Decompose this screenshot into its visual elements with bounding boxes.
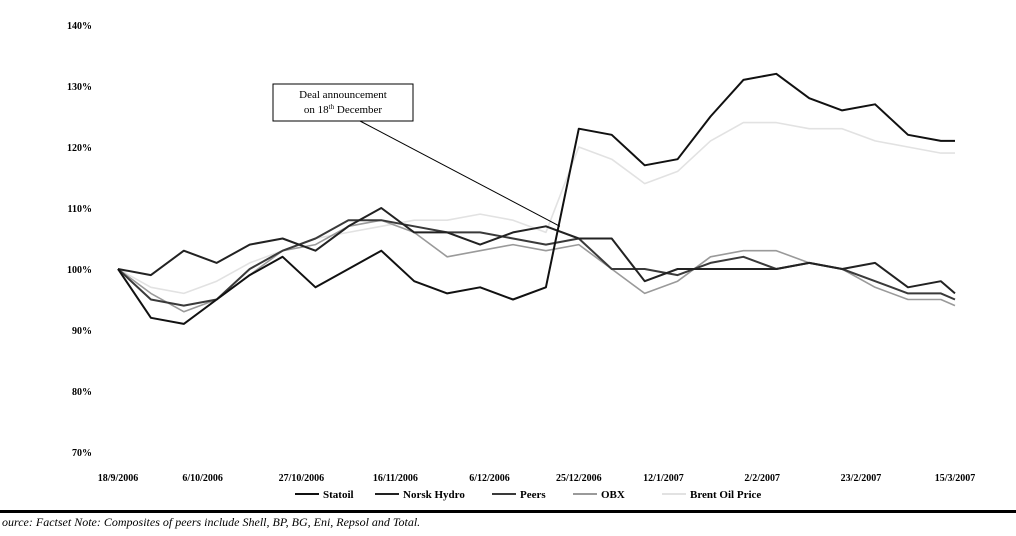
legend-label: Brent Oil Price bbox=[690, 489, 761, 501]
series-line-brent-oil-price bbox=[117, 121, 955, 295]
x-tick-label: 16/11/2006 bbox=[373, 473, 418, 484]
x-tick-label: 6/10/2006 bbox=[182, 473, 223, 484]
y-tick-label: 100% bbox=[67, 265, 92, 276]
y-tick-label: 110% bbox=[68, 204, 92, 215]
legend-label: Norsk Hydro bbox=[403, 489, 465, 501]
annotation-text-line2: on 18th December bbox=[304, 103, 382, 116]
x-tick-label: 2/2/2007 bbox=[744, 473, 780, 484]
x-axis-labels: 18/9/2006 6/10/2006 27/10/2006 16/11/2006 6/… bbox=[98, 473, 976, 484]
legend-label: OBX bbox=[601, 489, 625, 501]
y-tick-label: 70% bbox=[72, 448, 92, 459]
y-tick-label: 90% bbox=[72, 326, 92, 337]
x-tick-label: 6/12/2006 bbox=[469, 473, 510, 484]
x-tick-label: 27/10/2006 bbox=[279, 473, 325, 484]
x-tick-label: 23/2/2007 bbox=[841, 473, 882, 484]
legend-label: Statoil bbox=[323, 489, 354, 501]
series-line-statoil bbox=[117, 72, 955, 325]
x-tick-label: 12/1/2007 bbox=[643, 473, 684, 484]
legend: Statoil Norsk Hydro Peers OBX Brent Oil Pric… bbox=[295, 489, 761, 501]
series-lines bbox=[117, 72, 956, 325]
source-note: ource: Factset Note: Composites of peers… bbox=[2, 515, 421, 529]
y-tick-label: 120% bbox=[67, 143, 92, 154]
x-tick-label: 15/3/2007 bbox=[935, 473, 976, 484]
annotation-leader-line bbox=[359, 120, 561, 227]
line-chart: 140% 130% 120% 110% 100% 90% 80% 70% 18/9/2006 6… bbox=[67, 21, 976, 501]
x-tick-label: 18/9/2006 bbox=[98, 473, 139, 484]
x-tick-label: 25/12/2006 bbox=[556, 473, 602, 484]
annotation-box bbox=[272, 83, 414, 122]
annotation-text-line1: Deal announcement bbox=[299, 89, 387, 101]
y-tick-label: 80% bbox=[72, 387, 92, 398]
series-line-peers bbox=[117, 219, 956, 307]
y-axis-labels: 140% 130% 120% 110% 100% 90% 80% 70% bbox=[67, 21, 92, 459]
deal-annotation: Deal announcement on 18th December bbox=[272, 83, 561, 227]
source-divider bbox=[0, 510, 1016, 513]
y-tick-label: 140% bbox=[67, 21, 92, 32]
y-tick-label: 130% bbox=[67, 82, 92, 93]
series-line-norsk-hydro bbox=[117, 207, 956, 295]
legend-label: Peers bbox=[520, 489, 546, 501]
